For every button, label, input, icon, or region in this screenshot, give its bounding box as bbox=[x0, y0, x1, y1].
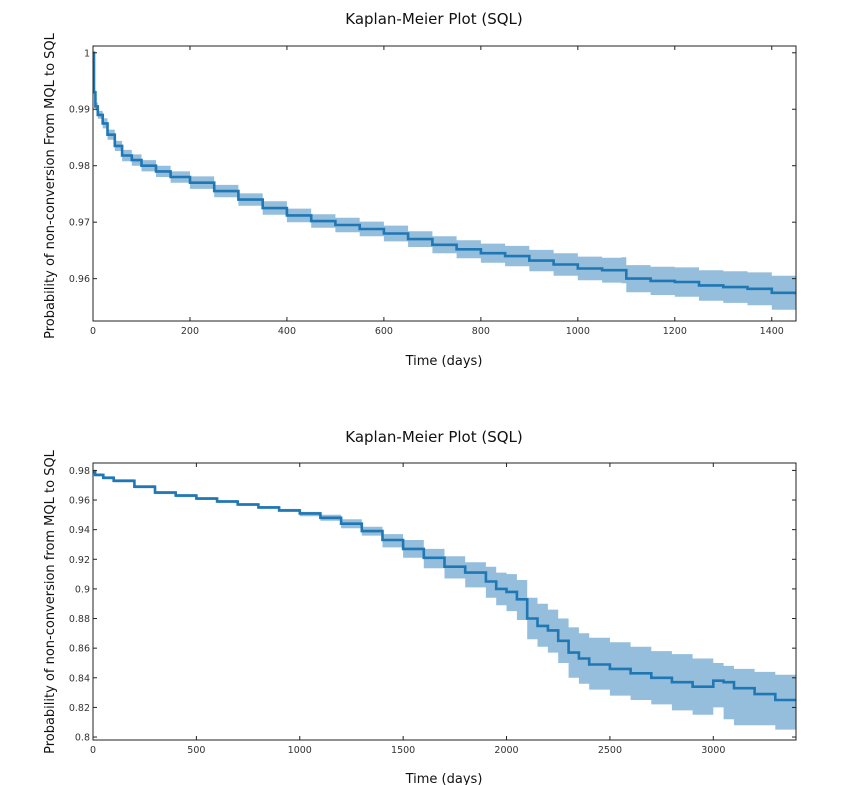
x-tick-label: 1000 bbox=[566, 326, 590, 337]
x-axis-label: Time (days) bbox=[405, 772, 483, 785]
chart-bottom: Kaplan-Meier Plot (SQL) Time (days) Prob… bbox=[43, 428, 797, 785]
x-tick-label: 2500 bbox=[598, 745, 622, 756]
x-tick-label: 0 bbox=[90, 745, 96, 756]
x-axis-label: Time (days) bbox=[405, 354, 483, 369]
y-tick-label: 0.82 bbox=[69, 703, 90, 714]
y-axis-label: Probability of non-conversion From MQL t… bbox=[43, 32, 58, 339]
chart-top: Kaplan-Meier Plot (SQL) Time (days) Prob… bbox=[43, 10, 797, 369]
series-group bbox=[93, 51, 796, 313]
y-tick-label: 0.92 bbox=[69, 555, 90, 566]
chart-title: Kaplan-Meier Plot (SQL) bbox=[345, 428, 523, 446]
y-axis-label: Probability of non-conversion from MQL t… bbox=[43, 449, 58, 754]
y-tick-label: 0.9 bbox=[75, 584, 90, 595]
x-tick-label: 2000 bbox=[494, 745, 518, 756]
x-tick-label: 1200 bbox=[663, 326, 687, 337]
x-tick-label: 0 bbox=[90, 326, 96, 337]
x-tick-label: 1500 bbox=[391, 745, 415, 756]
plot-area: 0 500 1000 1500 2000 2500 3000 0.8 0.82 0.84 0.86 0… bbox=[69, 462, 797, 756]
y-tick-label: 0.88 bbox=[69, 614, 90, 625]
y-tick-label: 0.96 bbox=[69, 274, 90, 285]
y-tick-label: 0.96 bbox=[69, 496, 90, 507]
x-tick-label: 400 bbox=[278, 326, 296, 337]
y-tick-label: 0.94 bbox=[69, 525, 90, 536]
plot-frame bbox=[92, 462, 797, 741]
y-tick-label: 0.8 bbox=[75, 733, 90, 744]
plot-frame bbox=[92, 45, 797, 322]
x-tick-label: 600 bbox=[375, 326, 393, 337]
y-tick-label: 0.86 bbox=[69, 644, 90, 655]
x-tick-label: 3000 bbox=[701, 745, 725, 756]
survival-line bbox=[93, 51, 796, 295]
y-tick-label: 1 bbox=[84, 48, 90, 59]
plot-area: 0 200 400 600 800 1000 1200 1400 0.96 0.97 0.98 0.9… bbox=[69, 45, 797, 337]
x-tick-label: 1400 bbox=[760, 326, 784, 337]
y-tick-label: 0.98 bbox=[69, 161, 90, 172]
x-tick-label: 500 bbox=[187, 745, 205, 756]
x-tick-label: 1000 bbox=[288, 745, 312, 756]
y-tick-label: 0.84 bbox=[69, 673, 90, 684]
chart-title: Kaplan-Meier Plot (SQL) bbox=[345, 10, 523, 28]
y-tick-label: 0.98 bbox=[69, 466, 90, 477]
confidence-band bbox=[93, 470, 796, 730]
series-group bbox=[93, 470, 796, 730]
y-tick-label: 0.99 bbox=[69, 105, 90, 116]
x-tick-label: 800 bbox=[472, 326, 490, 337]
y-tick-label: 0.97 bbox=[69, 218, 90, 229]
x-tick-label: 200 bbox=[181, 326, 199, 337]
survival-line bbox=[93, 470, 796, 702]
